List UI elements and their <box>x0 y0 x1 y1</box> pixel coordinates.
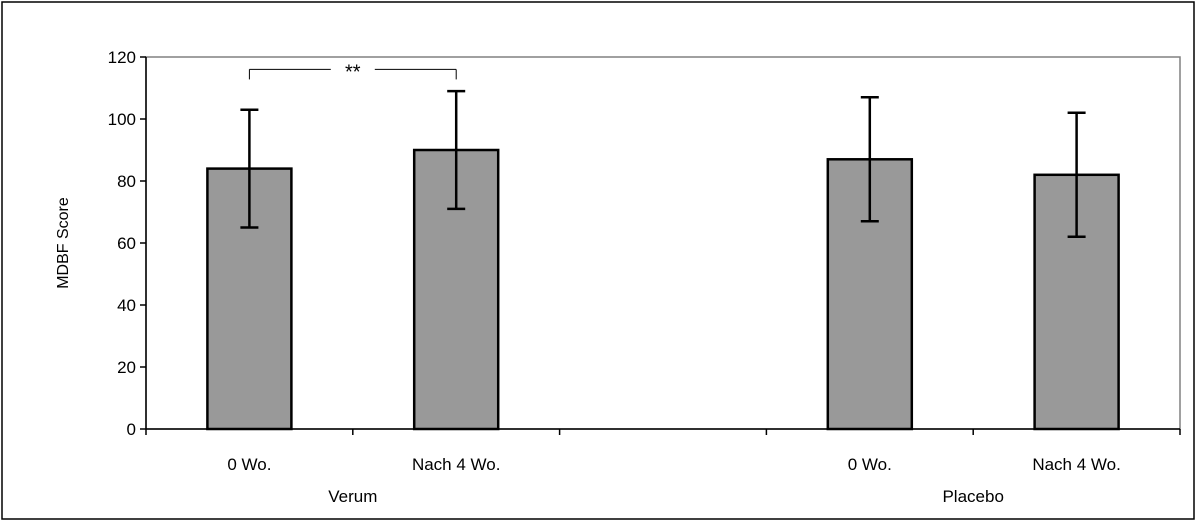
significance-annotations: ** <box>248 61 457 83</box>
error-bar <box>447 89 466 211</box>
y-tick-label: 60 <box>117 234 136 253</box>
x-tick-label: 0 Wo. <box>848 455 892 474</box>
x-tick-label: Nach 4 Wo. <box>412 455 501 474</box>
plot-area <box>145 56 1181 430</box>
x-tick-label: Nach 4 Wo. <box>1032 455 1121 474</box>
error-bar <box>1067 111 1086 239</box>
x-axis: 0 Wo. Nach 4 Wo. 0 Wo. Nach 4 Wo. Verum Place… <box>145 428 1181 506</box>
error-bar <box>240 108 259 229</box>
y-axis-label: MDBF Score <box>55 197 72 289</box>
x-group-label: Verum <box>328 487 377 506</box>
error-bars <box>240 89 1086 239</box>
significance-label: ** <box>345 61 361 83</box>
y-tick-label: 100 <box>108 110 136 129</box>
error-bar <box>860 96 879 223</box>
y-tick-label: 80 <box>117 172 136 191</box>
x-group-label: Placebo <box>942 487 1003 506</box>
y-axis: 0 20 40 60 80 100 120 <box>108 48 147 439</box>
significance-bracket: ** <box>248 61 457 83</box>
y-tick-label: 120 <box>108 48 136 67</box>
y-tick-label: 40 <box>117 296 136 315</box>
y-tick-label: 20 <box>117 358 136 377</box>
y-tick-label: 0 <box>127 420 136 439</box>
x-tick-label: 0 Wo. <box>227 455 271 474</box>
